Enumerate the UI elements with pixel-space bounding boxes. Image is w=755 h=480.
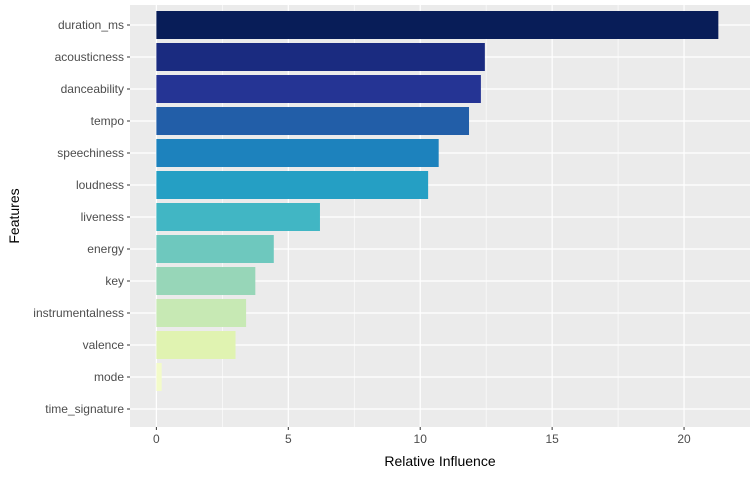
y-tick-label: speechiness	[57, 146, 124, 160]
x-axis-ticks: 0 5 10 15 20	[153, 427, 691, 446]
x-axis-title: Relative Influence	[384, 453, 496, 469]
y-tick-label: danceability	[61, 82, 124, 96]
bar-liveness	[156, 203, 320, 231]
bar-duration_ms	[156, 11, 719, 39]
bar-acousticness	[156, 43, 485, 71]
bar-key	[156, 267, 256, 295]
bar-loudness	[156, 171, 429, 199]
bar-danceability	[156, 75, 481, 103]
y-tick-label: energy	[87, 242, 124, 256]
y-tick-label: mode	[94, 370, 124, 384]
y-tick-label: valence	[83, 338, 125, 352]
y-tick-label: acousticness	[55, 50, 124, 64]
y-tick-label: duration_ms	[58, 18, 124, 32]
y-tick-label: liveness	[81, 210, 124, 224]
y-axis-ticks: duration_ms acousticness danceability tempo…	[33, 18, 130, 416]
bar-valence	[156, 331, 236, 359]
y-tick-label: time_signature	[45, 402, 124, 416]
bar-speechiness	[156, 139, 439, 167]
y-tick-label: instrumentalness	[33, 306, 124, 320]
bar-tempo	[156, 107, 470, 135]
y-tick-label: loudness	[76, 178, 124, 192]
x-tick-label: 20	[677, 432, 691, 446]
y-tick-label: key	[105, 274, 124, 288]
y-tick-label: tempo	[91, 114, 125, 128]
bars-group	[156, 11, 719, 391]
bar-energy	[156, 235, 274, 263]
bar-mode	[156, 363, 162, 391]
x-tick-label: 0	[153, 432, 160, 446]
x-tick-label: 10	[414, 432, 428, 446]
x-tick-label: 15	[545, 432, 559, 446]
bar-instrumentalness	[156, 299, 247, 327]
y-axis-title: Features	[6, 188, 22, 243]
x-tick-label: 5	[285, 432, 292, 446]
